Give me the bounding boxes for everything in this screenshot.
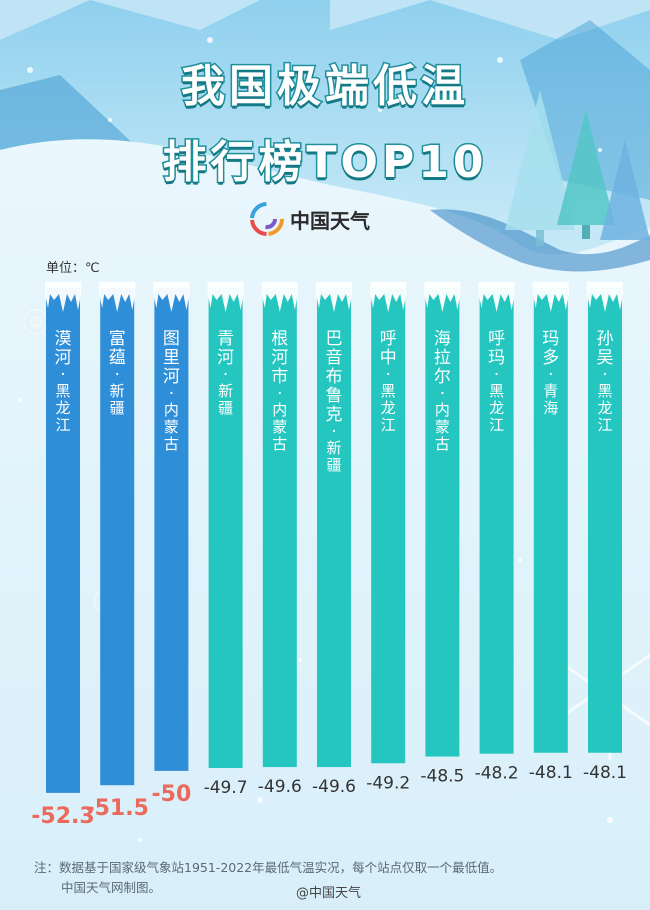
bar-value-label: -48.1 <box>583 763 627 783</box>
footnote: 注：数据基于国家级气象站1951-2022年最低气温实况，每个站点仅取一个最低值… <box>34 858 502 898</box>
icicle-cap <box>153 282 190 312</box>
chart-title-line-1: 我国极端低温 <box>180 60 469 114</box>
bar-category-label: 漠 河 · 黑 龙 江 <box>54 330 72 434</box>
bar-value-label: -52.3 <box>31 804 94 829</box>
bar-category-label: 青 河 · 新 疆 <box>217 330 235 418</box>
bar <box>208 288 243 769</box>
icicle-cap <box>424 282 461 312</box>
bar <box>317 288 351 768</box>
bar-value-label: -49.6 <box>312 777 356 797</box>
bar-category-label: 根 河 市 · 内 蒙 古 <box>271 330 289 453</box>
bar-category-label: 孙 吴 · 黑 龙 江 <box>596 330 614 434</box>
weibo-handle: @中国天气 <box>296 886 362 901</box>
bar-value-label: -49.2 <box>366 773 410 793</box>
bar-group: 青 河·新 疆 -49.7 <box>204 282 248 798</box>
icicle-cap <box>207 282 244 312</box>
bar-category-label: 玛 多 · 青 海 <box>542 330 560 418</box>
bar-value-label: -49.7 <box>204 778 248 798</box>
bar-group: 海 拉 尔·内 蒙 古 -48.5 <box>420 282 464 787</box>
bar-value-label: -49.6 <box>258 777 302 797</box>
icicle-cap <box>99 282 136 312</box>
brand-swirl-icon <box>250 202 284 236</box>
bar-value-label: -50 <box>152 782 192 807</box>
bar <box>46 288 80 793</box>
bar-group: 漠 河·黑 龙 江 -52.3 <box>31 282 95 829</box>
bar-group: 根 河 市·内 蒙 古 -49.6 <box>258 282 302 797</box>
bar-category-label: 巴 音 布 鲁 克 · 新 疆 <box>325 330 343 475</box>
bar-group: 孙 吴·黑 龙 江 -48.1 <box>583 282 627 783</box>
bar <box>425 288 460 757</box>
bar-value-label: -48.2 <box>475 764 519 784</box>
icicle-cap <box>587 282 623 312</box>
icicle-cap <box>45 282 81 312</box>
bar-category-label: 呼 玛 · 黑 龙 江 <box>488 330 506 434</box>
bar-group: 呼 中·黑 龙 江 -49.2 <box>366 282 410 793</box>
bar <box>479 288 514 754</box>
bar-group: 巴 音 布 鲁 克·新 疆 -49.6 <box>312 282 356 797</box>
bar-group: 图 里 河·内 蒙 古 -50 <box>152 282 192 807</box>
pine-tree <box>557 110 615 239</box>
bar-group: 玛 多·青 海 -48.1 <box>529 282 573 783</box>
unit-label: 单位：℃ <box>46 261 100 276</box>
mountain-shape <box>330 0 650 40</box>
bar <box>262 288 297 768</box>
icicle-cap <box>532 282 569 312</box>
bar <box>533 288 568 753</box>
bar-value-label: -48.5 <box>420 767 464 787</box>
icicle-cap <box>478 282 515 312</box>
icicle-cap <box>261 282 298 312</box>
icicle-cap <box>316 282 352 312</box>
bar <box>154 288 189 771</box>
bar-category-label: 海 拉 尔 · 内 蒙 古 <box>433 330 451 453</box>
bar-category-label: 图 里 河 · 内 蒙 古 <box>162 330 180 453</box>
brand-logo: 中国天气 <box>250 202 370 236</box>
bar <box>588 288 622 753</box>
icicle-cap <box>370 282 407 312</box>
bar <box>100 288 135 786</box>
pine-tree <box>600 140 650 240</box>
chart-title-line-2: 排行榜TOP10 <box>161 136 488 190</box>
pine-tree <box>505 90 575 246</box>
bar-category-label: 富 蕴 · 新 疆 <box>108 330 126 418</box>
brand-name: 中国天气 <box>290 208 370 233</box>
footnote-line-1: 注：数据基于国家级气象站1951-2022年最低气温实况，每个站点仅取一个最低值… <box>34 860 503 875</box>
bar-category-label: 呼 中 · 黑 龙 江 <box>379 330 397 434</box>
bar-value-label: -51.5 <box>85 796 148 821</box>
mountain-shape <box>0 0 260 40</box>
bar <box>371 288 406 764</box>
bar-value-label: -48.1 <box>529 763 573 783</box>
bar-group: 富 蕴·新 疆 -51.5 <box>85 282 149 821</box>
footnote-line-2: 中国天气网制图。 <box>61 880 162 895</box>
bar-group: 呼 玛·黑 龙 江 -48.2 <box>475 282 519 784</box>
